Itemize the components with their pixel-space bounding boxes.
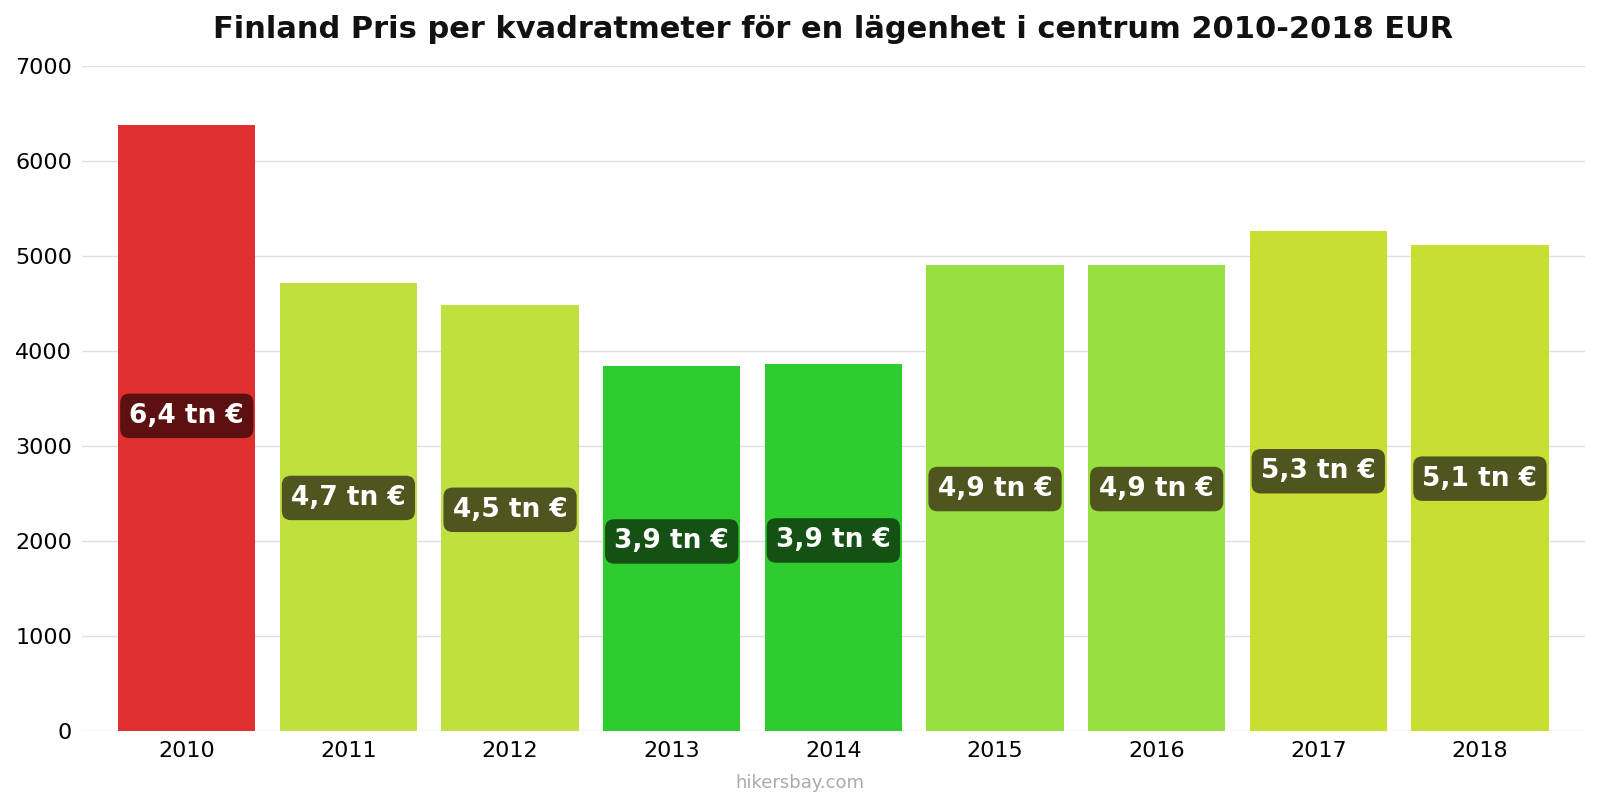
Text: 5,3 tn €: 5,3 tn € xyxy=(1261,458,1376,484)
Bar xyxy=(118,125,256,731)
Text: 4,9 tn €: 4,9 tn € xyxy=(938,476,1053,502)
Bar xyxy=(765,364,902,731)
Bar xyxy=(1250,231,1387,731)
Text: 6,4 tn €: 6,4 tn € xyxy=(130,403,245,429)
Text: 4,9 tn €: 4,9 tn € xyxy=(1099,476,1214,502)
Text: 5,1 tn €: 5,1 tn € xyxy=(1422,466,1538,492)
Text: 3,9 tn €: 3,9 tn € xyxy=(614,529,730,554)
Title: Finland Pris per kvadratmeter för en lägenhet i centrum 2010-2018 EUR: Finland Pris per kvadratmeter för en läg… xyxy=(213,15,1453,44)
Text: 3,9 tn €: 3,9 tn € xyxy=(776,527,891,554)
Bar xyxy=(603,366,741,731)
Bar xyxy=(280,282,418,731)
Bar xyxy=(1088,266,1226,731)
Bar xyxy=(442,306,579,731)
Text: 4,5 tn €: 4,5 tn € xyxy=(453,497,568,522)
Text: hikersbay.com: hikersbay.com xyxy=(736,774,864,792)
Bar xyxy=(1411,246,1549,731)
Text: 4,7 tn €: 4,7 tn € xyxy=(291,485,406,511)
Bar xyxy=(926,266,1064,731)
